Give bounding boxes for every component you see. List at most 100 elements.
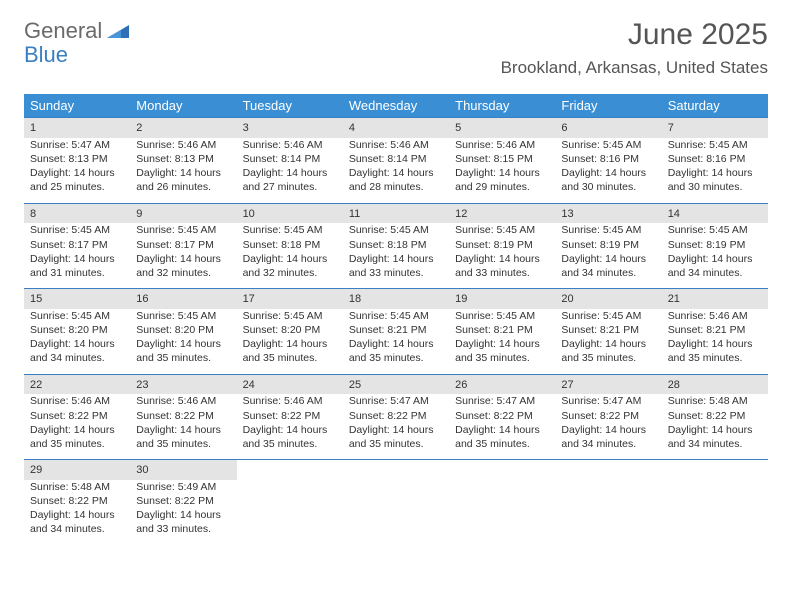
calendar-day-cell: 16Sunrise: 5:45 AMSunset: 8:20 PMDayligh… [130, 289, 236, 375]
calendar-empty-cell [449, 460, 555, 545]
calendar-week-row: 15Sunrise: 5:45 AMSunset: 8:20 PMDayligh… [24, 289, 768, 375]
sunrise-line: Sunrise: 5:45 AM [349, 309, 443, 323]
sunset-line: Sunset: 8:22 PM [30, 494, 124, 508]
calendar-day-cell: 15Sunrise: 5:45 AMSunset: 8:20 PMDayligh… [24, 289, 130, 375]
daylight-line: Daylight: 14 hours and 34 minutes. [30, 337, 124, 365]
sunrise-line: Sunrise: 5:45 AM [561, 309, 655, 323]
calendar-day-cell: 24Sunrise: 5:46 AMSunset: 8:22 PMDayligh… [237, 374, 343, 460]
calendar-day-cell: 5Sunrise: 5:46 AMSunset: 8:15 PMDaylight… [449, 118, 555, 204]
sunset-line: Sunset: 8:15 PM [455, 152, 549, 166]
sunset-line: Sunset: 8:18 PM [349, 238, 443, 252]
day-number: 22 [24, 375, 130, 395]
calendar-day-cell: 29Sunrise: 5:48 AMSunset: 8:22 PMDayligh… [24, 460, 130, 545]
sunset-line: Sunset: 8:22 PM [243, 409, 337, 423]
day-header: Friday [555, 94, 661, 118]
calendar-day-cell: 21Sunrise: 5:46 AMSunset: 8:21 PMDayligh… [662, 289, 768, 375]
calendar-day-cell: 17Sunrise: 5:45 AMSunset: 8:20 PMDayligh… [237, 289, 343, 375]
daylight-line: Daylight: 14 hours and 35 minutes. [455, 423, 549, 451]
calendar-day-cell: 27Sunrise: 5:47 AMSunset: 8:22 PMDayligh… [555, 374, 661, 460]
daylight-line: Daylight: 14 hours and 34 minutes. [668, 252, 762, 280]
month-title: June 2025 [501, 18, 768, 52]
day-number: 4 [343, 118, 449, 138]
day-number: 20 [555, 289, 661, 309]
day-number: 28 [662, 375, 768, 395]
daylight-line: Daylight: 14 hours and 29 minutes. [455, 166, 549, 194]
day-details: Sunrise: 5:46 AMSunset: 8:14 PMDaylight:… [237, 138, 343, 203]
sunrise-line: Sunrise: 5:45 AM [136, 309, 230, 323]
page-header: General June 2025 Brookland, Arkansas, U… [0, 0, 792, 86]
sunrise-line: Sunrise: 5:45 AM [243, 223, 337, 237]
day-header: Tuesday [237, 94, 343, 118]
sunrise-line: Sunrise: 5:45 AM [668, 138, 762, 152]
daylight-line: Daylight: 14 hours and 34 minutes. [561, 252, 655, 280]
sunrise-line: Sunrise: 5:46 AM [455, 138, 549, 152]
calendar-day-cell: 7Sunrise: 5:45 AMSunset: 8:16 PMDaylight… [662, 118, 768, 204]
sunset-line: Sunset: 8:21 PM [349, 323, 443, 337]
sunrise-line: Sunrise: 5:47 AM [30, 138, 124, 152]
daylight-line: Daylight: 14 hours and 27 minutes. [243, 166, 337, 194]
day-details: Sunrise: 5:46 AMSunset: 8:13 PMDaylight:… [130, 138, 236, 203]
day-number: 16 [130, 289, 236, 309]
daylight-line: Daylight: 14 hours and 35 minutes. [349, 423, 443, 451]
calendar-week-row: 22Sunrise: 5:46 AMSunset: 8:22 PMDayligh… [24, 374, 768, 460]
day-details: Sunrise: 5:49 AMSunset: 8:22 PMDaylight:… [130, 480, 236, 545]
calendar-day-cell: 18Sunrise: 5:45 AMSunset: 8:21 PMDayligh… [343, 289, 449, 375]
sunset-line: Sunset: 8:13 PM [30, 152, 124, 166]
day-details: Sunrise: 5:47 AMSunset: 8:22 PMDaylight:… [343, 394, 449, 459]
day-number: 26 [449, 375, 555, 395]
sunset-line: Sunset: 8:14 PM [243, 152, 337, 166]
calendar-day-cell: 26Sunrise: 5:47 AMSunset: 8:22 PMDayligh… [449, 374, 555, 460]
sunset-line: Sunset: 8:22 PM [30, 409, 124, 423]
calendar-week-row: 8Sunrise: 5:45 AMSunset: 8:17 PMDaylight… [24, 203, 768, 289]
sunset-line: Sunset: 8:21 PM [455, 323, 549, 337]
daylight-line: Daylight: 14 hours and 35 minutes. [455, 337, 549, 365]
day-details: Sunrise: 5:45 AMSunset: 8:21 PMDaylight:… [343, 309, 449, 374]
calendar-day-cell: 1Sunrise: 5:47 AMSunset: 8:13 PMDaylight… [24, 118, 130, 204]
sunrise-line: Sunrise: 5:45 AM [561, 138, 655, 152]
calendar-head: SundayMondayTuesdayWednesdayThursdayFrid… [24, 94, 768, 118]
daylight-line: Daylight: 14 hours and 35 minutes. [561, 337, 655, 365]
sunset-line: Sunset: 8:18 PM [243, 238, 337, 252]
calendar-day-cell: 6Sunrise: 5:45 AMSunset: 8:16 PMDaylight… [555, 118, 661, 204]
daylight-line: Daylight: 14 hours and 34 minutes. [30, 508, 124, 536]
day-details: Sunrise: 5:46 AMSunset: 8:22 PMDaylight:… [237, 394, 343, 459]
calendar-day-cell: 30Sunrise: 5:49 AMSunset: 8:22 PMDayligh… [130, 460, 236, 545]
day-details: Sunrise: 5:45 AMSunset: 8:18 PMDaylight:… [343, 223, 449, 288]
sunrise-line: Sunrise: 5:45 AM [349, 223, 443, 237]
calendar-table: SundayMondayTuesdayWednesdayThursdayFrid… [24, 94, 768, 545]
daylight-line: Daylight: 14 hours and 35 minutes. [136, 423, 230, 451]
day-number: 5 [449, 118, 555, 138]
sunrise-line: Sunrise: 5:45 AM [455, 223, 549, 237]
calendar-day-cell: 8Sunrise: 5:45 AMSunset: 8:17 PMDaylight… [24, 203, 130, 289]
sunset-line: Sunset: 8:20 PM [136, 323, 230, 337]
logo: General [24, 18, 129, 44]
sunrise-line: Sunrise: 5:46 AM [136, 394, 230, 408]
day-number: 9 [130, 204, 236, 224]
calendar-day-cell: 23Sunrise: 5:46 AMSunset: 8:22 PMDayligh… [130, 374, 236, 460]
day-details: Sunrise: 5:48 AMSunset: 8:22 PMDaylight:… [662, 394, 768, 459]
day-details: Sunrise: 5:45 AMSunset: 8:21 PMDaylight:… [555, 309, 661, 374]
daylight-line: Daylight: 14 hours and 30 minutes. [668, 166, 762, 194]
day-number: 3 [237, 118, 343, 138]
daylight-line: Daylight: 14 hours and 32 minutes. [136, 252, 230, 280]
sunset-line: Sunset: 8:19 PM [561, 238, 655, 252]
daylight-line: Daylight: 14 hours and 32 minutes. [243, 252, 337, 280]
day-number: 23 [130, 375, 236, 395]
sunset-line: Sunset: 8:16 PM [668, 152, 762, 166]
day-details: Sunrise: 5:45 AMSunset: 8:16 PMDaylight:… [555, 138, 661, 203]
sunrise-line: Sunrise: 5:48 AM [30, 480, 124, 494]
daylight-line: Daylight: 14 hours and 35 minutes. [668, 337, 762, 365]
day-number: 14 [662, 204, 768, 224]
sunrise-line: Sunrise: 5:47 AM [455, 394, 549, 408]
day-details: Sunrise: 5:46 AMSunset: 8:21 PMDaylight:… [662, 309, 768, 374]
daylight-line: Daylight: 14 hours and 35 minutes. [243, 337, 337, 365]
sunrise-line: Sunrise: 5:46 AM [136, 138, 230, 152]
day-number: 12 [449, 204, 555, 224]
sunrise-line: Sunrise: 5:46 AM [30, 394, 124, 408]
day-details: Sunrise: 5:45 AMSunset: 8:19 PMDaylight:… [662, 223, 768, 288]
calendar-empty-cell [662, 460, 768, 545]
sunset-line: Sunset: 8:22 PM [561, 409, 655, 423]
day-details: Sunrise: 5:45 AMSunset: 8:20 PMDaylight:… [130, 309, 236, 374]
sunset-line: Sunset: 8:20 PM [30, 323, 124, 337]
calendar-day-cell: 12Sunrise: 5:45 AMSunset: 8:19 PMDayligh… [449, 203, 555, 289]
